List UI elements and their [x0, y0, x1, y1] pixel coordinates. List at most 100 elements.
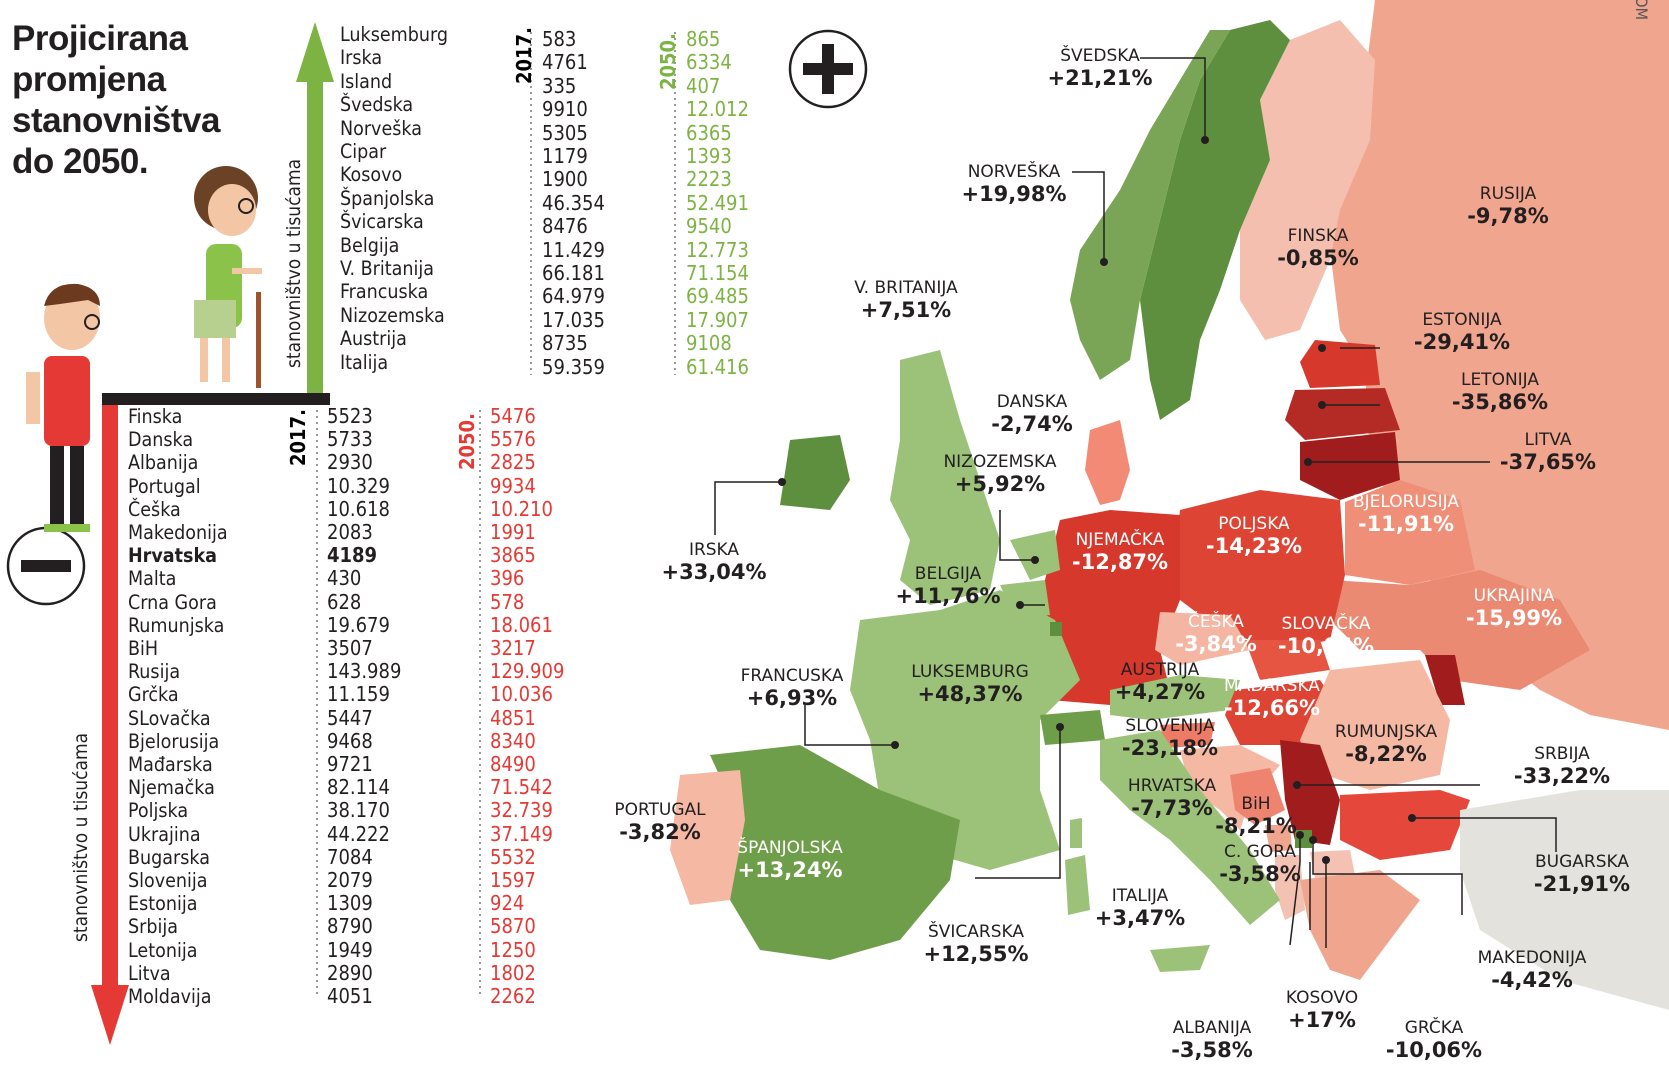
map-label-irska: IRSKA +33,04%: [661, 540, 766, 584]
map-label-name: ŠVEDSKA: [1060, 46, 1140, 66]
region-ireland[interactable]: [780, 435, 850, 510]
table-country: Crna Gora: [128, 590, 217, 614]
region-romania[interactable]: [1300, 660, 1450, 790]
map-label-belgija: BELGIJA +11,76%: [895, 564, 1000, 608]
region-france[interactable]: [850, 590, 1080, 870]
table-value-2050: 10.036: [490, 682, 553, 707]
map-label-name: RUMUNJSKA: [1334, 722, 1438, 742]
map-label-name: LETONIJA: [1460, 370, 1540, 390]
map-label-percent: +6,93%: [746, 686, 838, 710]
table-country: Makedonija: [128, 521, 228, 544]
title-line-1: Projicirana: [12, 19, 188, 58]
region-portugal[interactable]: [670, 770, 745, 905]
table-country: Mađarska: [128, 753, 213, 776]
map-label-name: LITVA: [1524, 430, 1572, 450]
map-label-name: IRSKA: [688, 540, 740, 560]
map-label-italija: ITALIJA +3,47%: [1095, 886, 1185, 930]
region-slovakia[interactable]: [1245, 640, 1330, 680]
table-value-2017: 10.329: [327, 473, 390, 498]
table-value-2017: 8790: [327, 914, 373, 939]
table-country: Island: [340, 69, 393, 93]
table-value-2017: 628: [327, 589, 362, 614]
region-czechia[interactable]: [1155, 612, 1250, 665]
region-slovenia[interactable]: [1160, 722, 1215, 748]
region-luxembourg[interactable]: [1050, 622, 1062, 636]
table-value-2017: 5733: [327, 427, 373, 452]
region-albania[interactable]: [1275, 855, 1305, 920]
map-label-srbija: SRBIJA -33,22%: [1514, 744, 1610, 788]
region-macedonia[interactable]: [1310, 850, 1355, 878]
region-bosnia[interactable]: [1230, 768, 1285, 825]
table-value-2017: 4189: [327, 543, 378, 568]
region-norway[interactable]: [1070, 30, 1230, 380]
region-greece[interactable]: [1300, 870, 1420, 980]
table-value-2050: 924: [490, 891, 525, 916]
table-value-2050: 5870: [490, 914, 536, 939]
table-value-2050: 5476: [490, 404, 536, 428]
region-bulgaria[interactable]: [1340, 790, 1470, 860]
table-value-2017: 5305: [542, 120, 588, 145]
map-label-percent: -3,58%: [1171, 1038, 1253, 1062]
table-country: Nizozemska: [340, 303, 445, 327]
region-spain[interactable]: [710, 745, 960, 960]
region-lithuania[interactable]: [1300, 432, 1400, 500]
region-corsica: [1070, 818, 1082, 848]
map-label-percent: -3,82%: [619, 820, 701, 844]
table-value-2017: 9721: [327, 752, 373, 776]
region-estonia[interactable]: [1300, 340, 1380, 388]
region-denmark[interactable]: [1085, 420, 1130, 505]
table-value-2017: 82.114: [327, 775, 390, 800]
region-montenegro[interactable]: [1265, 825, 1292, 852]
map-label-percent: -14,23%: [1205, 534, 1303, 558]
region-uk[interactable]: [890, 350, 1000, 605]
map-label-name: SLOVENIJA: [1125, 716, 1215, 736]
region-latvia[interactable]: [1285, 388, 1400, 440]
table-value-2017: 44.222: [327, 821, 390, 846]
map-label-name: FINSKA: [1287, 226, 1349, 246]
table-value-2050: 61.416: [686, 354, 749, 379]
map-label-name: KOSOVO: [1285, 988, 1359, 1008]
region-ukraine[interactable]: [1330, 570, 1590, 690]
map-label-norveska: NORVEŠKA +19,98%: [961, 162, 1066, 206]
region-russia[interactable]: [1300, 0, 1669, 730]
map-label-portugal: PORTUGAL -3,82%: [614, 800, 705, 844]
region-switzerland[interactable]: [1040, 710, 1105, 745]
table-value-2017: 2930: [327, 450, 373, 475]
region-sweden[interactable]: [1140, 20, 1290, 420]
map-label-estonija: ESTONIJA -29,41%: [1414, 310, 1510, 354]
region-no-data: [1460, 790, 1669, 1010]
map-label-name: PORTUGAL: [614, 800, 706, 820]
table-value-2017: 19.679: [327, 612, 390, 637]
table-country: Luksemburg: [340, 23, 449, 46]
table-value-2017: 11.429: [542, 237, 605, 262]
table-value-2050: 1250: [490, 937, 536, 962]
title-line-3: stanovništva: [12, 101, 220, 140]
table-country: V. Britanija: [340, 257, 434, 280]
region-moldova[interactable]: [1425, 655, 1465, 705]
region-belarus[interactable]: [1345, 480, 1475, 585]
region-croatia[interactable]: [1180, 745, 1280, 830]
table-country: Estonija: [128, 892, 198, 916]
map-label-percent: -9,78%: [1467, 204, 1549, 228]
region-germany[interactable]: [1040, 510, 1180, 705]
table-value-2050: 865: [686, 27, 721, 51]
region-austria[interactable]: [1110, 675, 1240, 720]
map-label-name: ŠPANJOLSKA: [737, 838, 843, 858]
table-country: Letonija: [128, 938, 198, 962]
table-value-2050: 1393: [686, 144, 732, 168]
growth-year-2050-label: 2050.: [656, 33, 680, 90]
table-country: Danska: [128, 428, 194, 452]
region-italy[interactable]: [1100, 730, 1280, 925]
table-value-2050: 12.012: [686, 97, 749, 122]
table-value-2050: 3865: [490, 543, 536, 568]
map-label-percent: -12,87%: [1071, 550, 1169, 574]
elderly-woman-figure: [194, 166, 262, 388]
map-label-name: ČEŠKA: [1188, 612, 1244, 632]
map-label-percent: -7,73%: [1131, 796, 1213, 820]
region-serbia[interactable]: [1280, 740, 1340, 845]
region-poland[interactable]: [1175, 490, 1345, 650]
map-label-percent: +21,21%: [1047, 66, 1153, 90]
region-finland[interactable]: [1240, 20, 1375, 340]
region-netherlands[interactable]: [1010, 530, 1060, 580]
map-label-percent: -8,21%: [1215, 814, 1297, 838]
